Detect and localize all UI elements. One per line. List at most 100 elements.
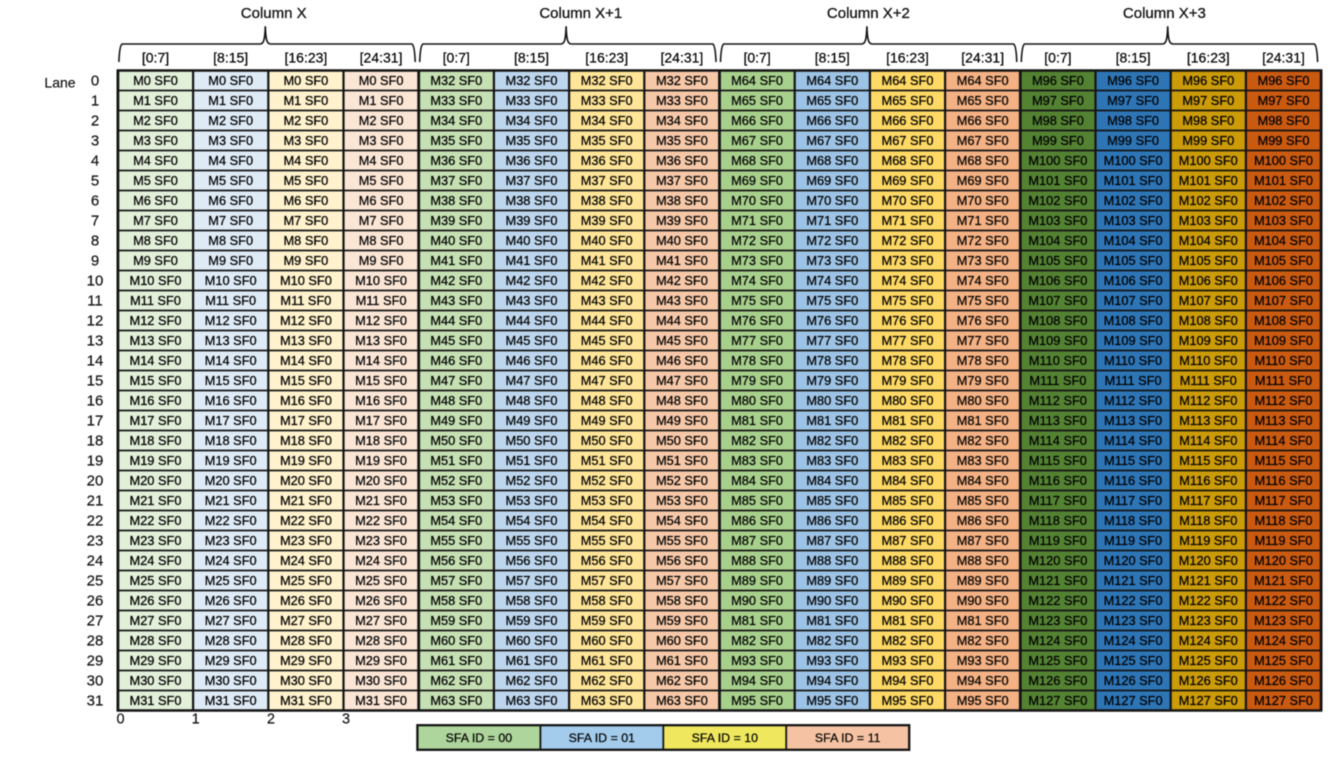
- svg-text:M122 SF0: M122 SF0: [1254, 593, 1313, 608]
- svg-text:30: 30: [87, 672, 104, 689]
- svg-text:M3 SF0: M3 SF0: [208, 133, 253, 148]
- svg-text:M15 SF0: M15 SF0: [355, 373, 407, 388]
- svg-text:M127 SF0: M127 SF0: [1179, 693, 1238, 708]
- svg-text:M27 SF0: M27 SF0: [130, 613, 182, 628]
- svg-text:M78 SF0: M78 SF0: [806, 353, 858, 368]
- svg-text:M101 SF0: M101 SF0: [1254, 173, 1313, 188]
- svg-text:M52 SF0: M52 SF0: [506, 473, 558, 488]
- svg-text:23: 23: [87, 532, 104, 549]
- svg-text:M15 SF0: M15 SF0: [280, 373, 332, 388]
- svg-text:M63 SF0: M63 SF0: [656, 693, 708, 708]
- svg-text:M62 SF0: M62 SF0: [581, 673, 633, 688]
- svg-text:M57 SF0: M57 SF0: [656, 573, 708, 588]
- svg-text:M45 SF0: M45 SF0: [430, 333, 482, 348]
- svg-text:M48 SF0: M48 SF0: [581, 393, 633, 408]
- svg-text:M65 SF0: M65 SF0: [806, 93, 858, 108]
- svg-text:[0:7]: [0:7]: [1044, 49, 1071, 65]
- svg-text:M33 SF0: M33 SF0: [430, 93, 482, 108]
- svg-text:21: 21: [87, 492, 104, 509]
- svg-text:M121 SF0: M121 SF0: [1179, 573, 1238, 588]
- svg-text:M122 SF0: M122 SF0: [1104, 593, 1163, 608]
- svg-text:M94 SF0: M94 SF0: [957, 673, 1009, 688]
- svg-text:M62 SF0: M62 SF0: [656, 673, 708, 688]
- svg-text:M46 SF0: M46 SF0: [506, 353, 558, 368]
- svg-text:M93 SF0: M93 SF0: [957, 653, 1009, 668]
- svg-text:M65 SF0: M65 SF0: [882, 93, 934, 108]
- svg-text:M56 SF0: M56 SF0: [506, 553, 558, 568]
- svg-text:M72 SF0: M72 SF0: [731, 233, 783, 248]
- svg-text:16: 16: [87, 392, 104, 409]
- svg-text:M90 SF0: M90 SF0: [806, 593, 858, 608]
- svg-text:M56 SF0: M56 SF0: [581, 553, 633, 568]
- svg-text:M27 SF0: M27 SF0: [205, 613, 257, 628]
- svg-text:M47 SF0: M47 SF0: [506, 373, 558, 388]
- svg-text:M33 SF0: M33 SF0: [506, 93, 558, 108]
- svg-text:M80 SF0: M80 SF0: [882, 393, 934, 408]
- svg-text:M99 SF0: M99 SF0: [1107, 133, 1159, 148]
- svg-text:M33 SF0: M33 SF0: [581, 93, 633, 108]
- svg-text:M39 SF0: M39 SF0: [581, 213, 633, 228]
- svg-text:M116 SF0: M116 SF0: [1104, 473, 1162, 488]
- svg-text:M15 SF0: M15 SF0: [205, 373, 257, 388]
- svg-text:M40 SF0: M40 SF0: [656, 233, 708, 248]
- svg-text:M85 SF0: M85 SF0: [731, 493, 783, 508]
- svg-text:M77 SF0: M77 SF0: [806, 333, 858, 348]
- svg-text:M93 SF0: M93 SF0: [882, 653, 934, 668]
- svg-text:M82 SF0: M82 SF0: [731, 633, 783, 648]
- svg-text:M15 SF0: M15 SF0: [130, 373, 182, 388]
- svg-text:10: 10: [87, 272, 104, 289]
- svg-text:M5 SF0: M5 SF0: [283, 173, 328, 188]
- svg-text:4: 4: [91, 152, 99, 169]
- svg-text:M38 SF0: M38 SF0: [656, 193, 708, 208]
- svg-text:M105 SF0: M105 SF0: [1179, 253, 1238, 268]
- svg-text:M28 SF0: M28 SF0: [205, 633, 257, 648]
- svg-text:M114 SF0: M114 SF0: [1254, 433, 1312, 448]
- svg-text:M101 SF0: M101 SF0: [1179, 173, 1238, 188]
- svg-text:M58 SF0: M58 SF0: [581, 593, 633, 608]
- svg-text:M8 SF0: M8 SF0: [133, 233, 178, 248]
- svg-text:M64 SF0: M64 SF0: [731, 73, 783, 88]
- svg-text:M27 SF0: M27 SF0: [280, 613, 332, 628]
- svg-text:17: 17: [87, 412, 104, 429]
- svg-text:M42 SF0: M42 SF0: [506, 273, 558, 288]
- svg-text:M81 SF0: M81 SF0: [957, 613, 1009, 628]
- svg-text:M5 SF0: M5 SF0: [359, 173, 404, 188]
- svg-text:M106 SF0: M106 SF0: [1179, 273, 1238, 288]
- svg-text:M76 SF0: M76 SF0: [882, 313, 934, 328]
- svg-text:M90 SF0: M90 SF0: [882, 593, 934, 608]
- svg-text:M31 SF0: M31 SF0: [355, 693, 407, 708]
- svg-text:M50 SF0: M50 SF0: [506, 433, 558, 448]
- svg-text:M83 SF0: M83 SF0: [957, 453, 1009, 468]
- svg-text:M117 SF0: M117 SF0: [1254, 493, 1312, 508]
- svg-text:M98 SF0: M98 SF0: [1107, 113, 1159, 128]
- svg-text:M64 SF0: M64 SF0: [806, 73, 858, 88]
- svg-text:M121 SF0: M121 SF0: [1254, 573, 1313, 588]
- svg-text:M36 SF0: M36 SF0: [430, 153, 482, 168]
- svg-text:M25 SF0: M25 SF0: [280, 573, 332, 588]
- svg-text:M4 SF0: M4 SF0: [359, 153, 404, 168]
- svg-text:M49 SF0: M49 SF0: [581, 413, 633, 428]
- svg-text:M37 SF0: M37 SF0: [430, 173, 482, 188]
- svg-text:M34 SF0: M34 SF0: [506, 113, 558, 128]
- svg-text:M41 SF0: M41 SF0: [656, 253, 708, 268]
- svg-text:M51 SF0: M51 SF0: [430, 453, 482, 468]
- svg-text:SFA ID = 01: SFA ID = 01: [569, 731, 636, 745]
- svg-text:M71 SF0: M71 SF0: [731, 213, 783, 228]
- svg-text:M43 SF0: M43 SF0: [656, 293, 708, 308]
- svg-text:M54 SF0: M54 SF0: [656, 513, 708, 528]
- svg-text:M6 SF0: M6 SF0: [133, 193, 178, 208]
- svg-text:M111 SF0: M111 SF0: [1255, 373, 1312, 388]
- svg-text:M96 SF0: M96 SF0: [1107, 73, 1159, 88]
- svg-text:M76 SF0: M76 SF0: [957, 313, 1009, 328]
- svg-text:M77 SF0: M77 SF0: [957, 333, 1009, 348]
- svg-text:1: 1: [192, 711, 200, 727]
- svg-text:M107 SF0: M107 SF0: [1104, 293, 1163, 308]
- svg-text:M125 SF0: M125 SF0: [1254, 653, 1313, 668]
- svg-text:M66 SF0: M66 SF0: [806, 113, 858, 128]
- svg-text:M88 SF0: M88 SF0: [806, 553, 858, 568]
- svg-text:M96 SF0: M96 SF0: [1032, 73, 1084, 88]
- svg-text:M22 SF0: M22 SF0: [280, 513, 332, 528]
- svg-text:M8 SF0: M8 SF0: [208, 233, 253, 248]
- svg-text:M25 SF0: M25 SF0: [355, 573, 407, 588]
- svg-text:M122 SF0: M122 SF0: [1179, 593, 1238, 608]
